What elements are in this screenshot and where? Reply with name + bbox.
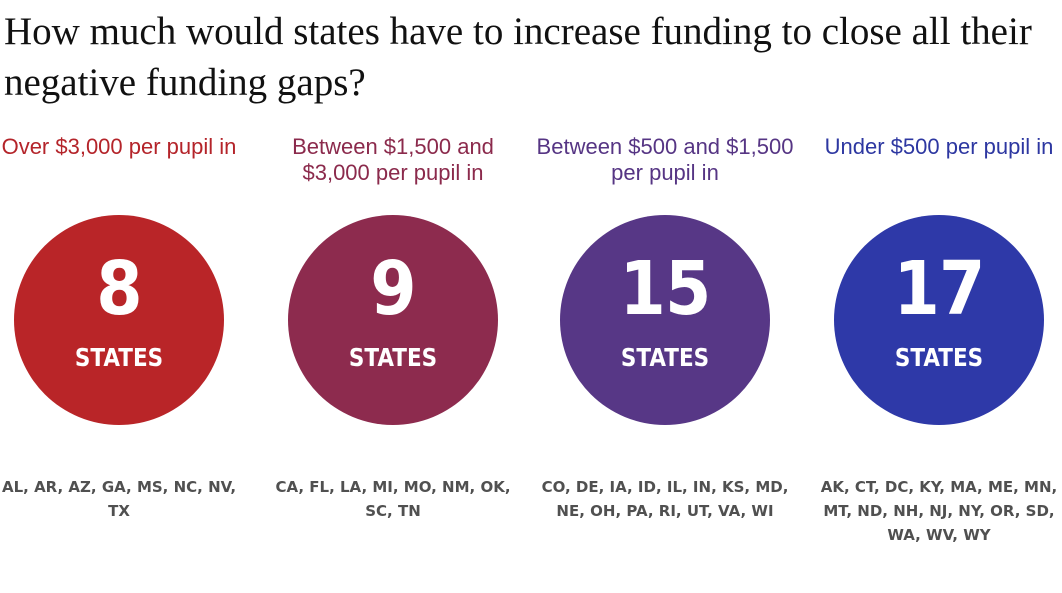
funding-gap-group-500-1500: Between $500 and $1,500 per pupil in 15 … (535, 134, 795, 523)
state-count-circle: 15 STATES (560, 215, 770, 425)
state-list: AL, AR, AZ, GA, MS, NC, NV, TX (1, 478, 237, 520)
funding-gap-group-over-3000: Over $3,000 per pupil in 8 STATES AL, AR… (0, 134, 249, 523)
state-count-circle: 17 STATES (834, 215, 1044, 425)
funding-gap-group-under-500: Under $500 per pupil in 17 STATES AK, CT… (809, 134, 1062, 547)
funding-gap-group-1500-3000: Between $1,500 and $3,000 per pupil in 9… (263, 134, 523, 523)
range-label: Under $500 per pupil in (824, 134, 1054, 159)
state-count: 9 (370, 246, 416, 332)
range-label: Between $1,500 and $3,000 per pupil in (292, 134, 494, 185)
state-count: 15 (619, 246, 712, 332)
state-list: CO, DE, IA, ID, IL, IN, KS, MD, NE, OH, … (541, 478, 789, 520)
range-label: Over $3,000 per pupil in (1, 134, 237, 159)
state-count-unit: STATES (894, 343, 984, 372)
page-title: How much would states have to increase f… (4, 10, 1032, 104)
state-list: CA, FL, LA, MI, MO, NM, OK, SC, TN (275, 478, 511, 520)
state-count-unit: STATES (348, 343, 438, 372)
state-list: AK, CT, DC, KY, MA, ME, MN, MT, ND, NH, … (820, 478, 1058, 544)
range-label: Between $500 and $1,500 per pupil in (536, 134, 794, 185)
state-count-circle: 8 STATES (14, 215, 224, 425)
state-count-unit: STATES (620, 343, 710, 372)
state-count: 8 (96, 246, 142, 332)
state-count-circle: 9 STATES (288, 215, 498, 425)
state-count: 17 (893, 246, 986, 332)
state-count-unit: STATES (74, 343, 164, 372)
